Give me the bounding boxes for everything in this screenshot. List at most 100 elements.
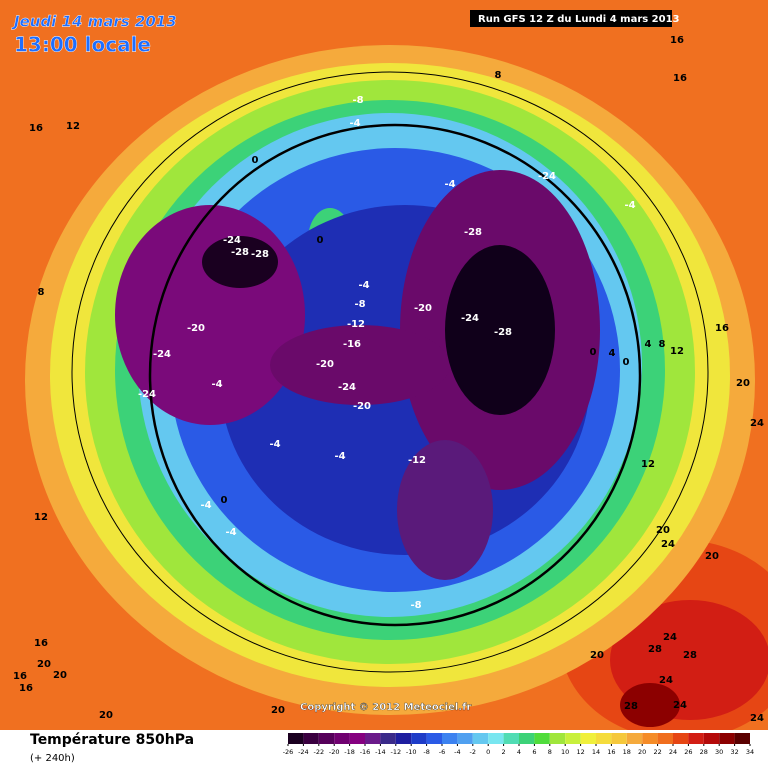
contour-label: 24: [661, 539, 675, 550]
colorbar-label: -20: [329, 748, 340, 756]
cold-core: [397, 440, 493, 580]
contour-label: -12: [408, 455, 426, 466]
contour-label: 16: [673, 73, 687, 84]
contour-label: 20: [53, 670, 67, 681]
colorbar-swatch: [303, 733, 319, 744]
colorbar-label: -14: [375, 748, 386, 756]
contour-label: 24: [659, 675, 673, 686]
colorbar-swatch: [596, 733, 612, 744]
colorbar-swatch: [519, 733, 535, 744]
colorbar-label: -8: [423, 748, 429, 756]
contour-line: [71, 71, 709, 673]
contour-label: 12: [66, 121, 80, 132]
contour-label: -28: [251, 249, 269, 260]
contour-label: 4: [609, 348, 616, 359]
contour-label: 0: [317, 235, 324, 246]
colorbar-label: 0: [486, 748, 490, 756]
contour-label: 16: [715, 323, 729, 334]
contour-line: [148, 123, 642, 627]
colorbar-label: 22: [653, 748, 661, 756]
colorbar-label: -24: [298, 748, 309, 756]
contour-label: 0: [590, 347, 597, 358]
contour-label: -4: [211, 379, 222, 390]
contour-label: -4: [624, 200, 635, 211]
colorbar-label: -18: [344, 748, 355, 756]
contour-label: 24: [750, 418, 764, 429]
colorbar-label: -10: [406, 748, 417, 756]
cold-core: [445, 245, 555, 415]
contour-label: -20: [414, 303, 432, 314]
contour-label: 20: [99, 710, 113, 721]
contour-label: -24: [461, 313, 479, 324]
contour-label: -4: [349, 118, 360, 129]
contour-label: -28: [464, 227, 482, 238]
colorbar-label: 12: [576, 748, 584, 756]
local-time: 13:00 locale: [14, 33, 151, 57]
colorbar-swatch: [626, 733, 643, 744]
run-box: [470, 10, 672, 27]
contour-label: 20: [271, 705, 285, 716]
colorbar-label: 32: [730, 748, 738, 756]
contour-label: 8: [38, 287, 45, 298]
contour-label: 12: [641, 459, 655, 470]
contour-label: 12: [34, 512, 48, 523]
copyright: Copyright © 2012 Meteociel.fr: [300, 702, 471, 713]
contour-label: 20: [590, 650, 604, 661]
colorbar-label: 34: [746, 748, 754, 756]
colorbar-swatch: [565, 733, 581, 744]
contour-label: -16: [343, 339, 361, 350]
contour-label: -24: [153, 349, 171, 360]
colorbar-swatch: [380, 733, 396, 744]
contour-label: -4: [334, 451, 345, 462]
colorbar-swatch: [534, 733, 550, 744]
contour-label: -8: [354, 299, 365, 310]
colorbar-label: 20: [638, 748, 646, 756]
colorbar: -26 -24 -22 -20 -18 -16 -14 -12 -10 -8 -6 -4 -2 0 2 4 6 8…: [283, 733, 754, 756]
contour-label: 20: [705, 551, 719, 562]
colorbar-swatch: [719, 733, 735, 744]
colorbar-swatch: [334, 733, 350, 744]
contour-label: 20: [37, 659, 51, 670]
colorbar-swatch: [580, 733, 596, 744]
colorbar-swatch: [442, 733, 458, 744]
contour-label: -12: [347, 319, 365, 330]
colorbar-swatch: [288, 733, 304, 744]
contour-label: -8: [352, 95, 363, 106]
colorbar-label: 2: [502, 748, 506, 756]
footer-subtitle: (+ 240h): [30, 753, 75, 764]
colorbar-label: 4: [517, 748, 521, 756]
colorbar-label: -4: [454, 748, 460, 756]
contour-label: -24: [338, 382, 356, 393]
colorbar-swatch: [503, 733, 519, 744]
colorbar-label: -26: [283, 748, 294, 756]
colorbar-label: -6: [439, 748, 445, 756]
contour-label: -24: [223, 235, 241, 246]
contour-label: 12: [670, 346, 684, 357]
colorbar-label: 30: [715, 748, 723, 756]
contour-label: 0: [623, 357, 630, 368]
colorbar-swatch: [472, 733, 489, 744]
contour-label: -20: [187, 323, 205, 334]
contour-label: -28: [231, 247, 249, 258]
contour-label: 24: [673, 700, 687, 711]
colorbar-label: -22: [313, 748, 324, 756]
run-info: Run GFS 12 Z du Lundi 4 mars 2013: [478, 14, 680, 25]
valid-date: Jeudi 14 mars 2013: [11, 13, 177, 31]
colorbar-swatch: [611, 733, 627, 744]
colorbar-label: 28: [700, 748, 708, 756]
colorbar-label: 26: [684, 748, 692, 756]
cold-core: [270, 325, 450, 405]
contour-label: 4: [645, 339, 652, 350]
colorbar-label: 8: [548, 748, 552, 756]
contour-label: 8: [659, 339, 666, 350]
colorbar-swatch: [457, 733, 473, 744]
colorbar-swatch: [673, 733, 689, 744]
warm-region: [620, 683, 680, 727]
contour-label: 20: [656, 525, 670, 536]
colorbar-label: -12: [390, 748, 401, 756]
contour-label: -24: [538, 171, 556, 182]
contour-label: -4: [225, 527, 236, 538]
